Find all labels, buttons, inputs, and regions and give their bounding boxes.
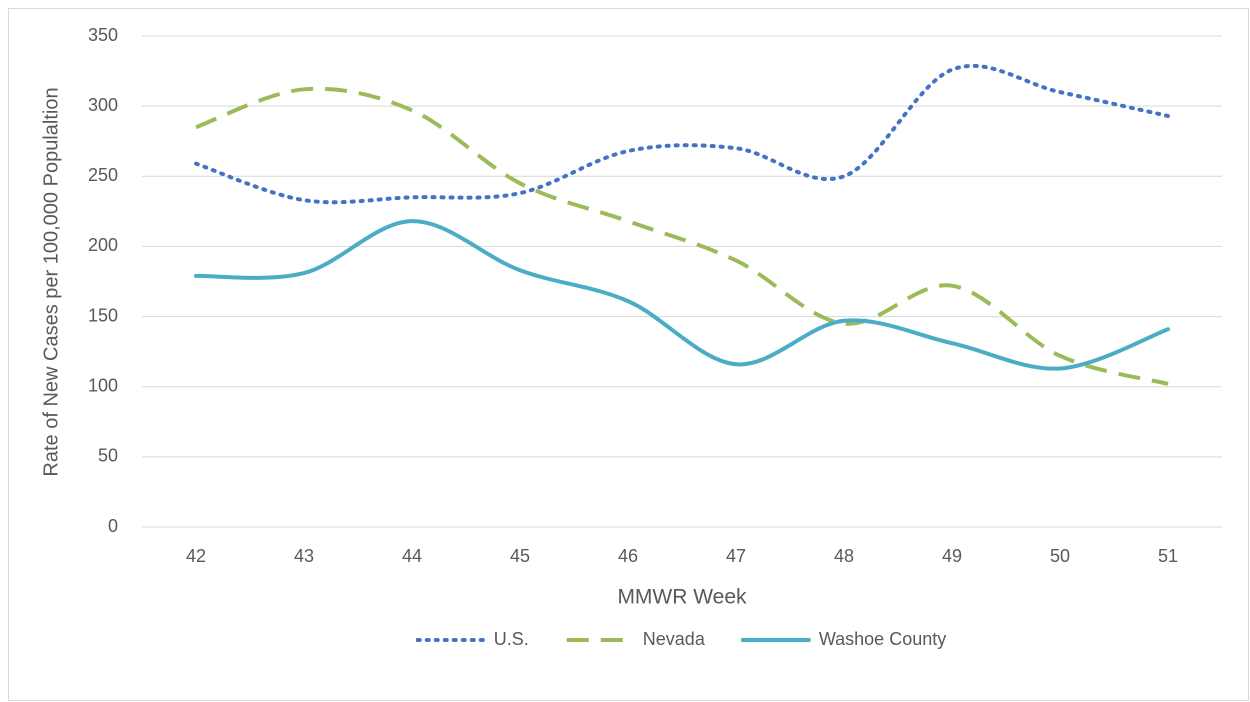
legend-label: Washoe County [819,629,946,649]
chart-border [8,8,1249,701]
x-tick-label: 50 [1050,546,1070,566]
series-line [195,86,1169,386]
x-tick-label: 49 [942,546,962,566]
y-tick-label: 150 [88,305,118,325]
x-axis-title: MMWR Week [617,586,747,609]
y-tick-label: 100 [88,375,118,395]
x-tick-label: 42 [186,546,206,566]
legend-label: Nevada [643,629,706,649]
x-tick-label: 51 [1158,546,1178,566]
y-axis-title: Rate of New Cases per 100,000 Populaltio… [40,87,62,476]
x-tick-label: 46 [618,546,638,566]
y-tick-label: 300 [88,95,118,115]
y-tick-label: 350 [88,25,118,45]
series-line [194,219,1170,371]
x-tick-label: 45 [510,546,530,566]
x-tick-label: 44 [402,546,422,566]
y-tick-label: 50 [98,446,118,466]
x-tick-label: 48 [834,546,854,566]
legend-label: U.S. [494,629,529,649]
x-tick-label: 43 [294,546,314,566]
x-tick-label: 47 [726,546,746,566]
y-tick-label: 200 [88,235,118,255]
y-tick-label: 0 [108,516,118,536]
series-line [194,63,1170,205]
y-tick-label: 250 [88,165,118,185]
